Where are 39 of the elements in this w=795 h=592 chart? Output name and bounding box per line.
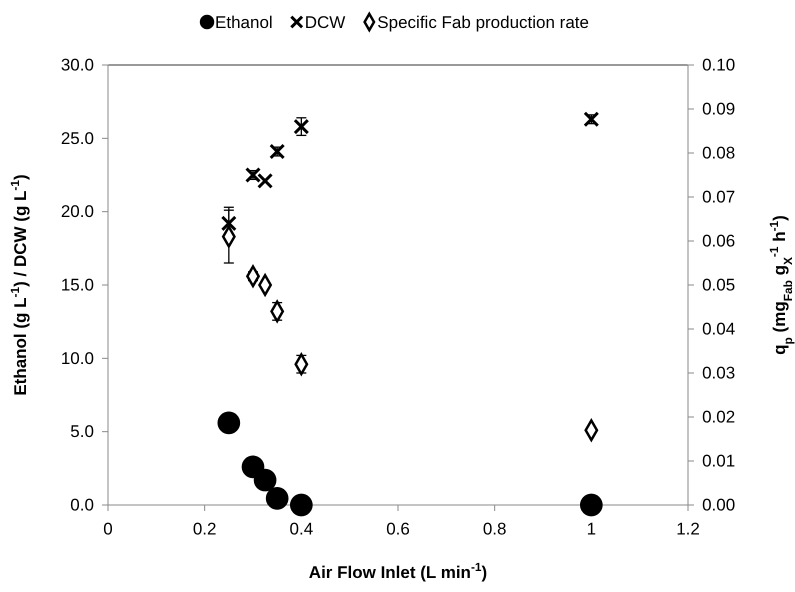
x-axis-title: Air Flow Inlet (L min$^{-1}$) — [308, 560, 488, 582]
y2-tick-label: 0.08 — [702, 143, 736, 162]
x-tick-label: 0.4 — [290, 519, 314, 538]
y2-tick-label: 0.03 — [702, 363, 736, 382]
x-tick-label: 0.6 — [386, 519, 410, 538]
y-tick-label: 30.0 — [60, 55, 94, 74]
y-tick-label: 15.0 — [60, 275, 94, 294]
y-tick-label: 5.0 — [70, 422, 94, 442]
y2-tick-label: 0.06 — [702, 231, 736, 250]
y2-tick-label: 0.07 — [702, 187, 736, 206]
point — [257, 172, 274, 189]
y2-tick-label: 0.01 — [702, 451, 736, 470]
point — [242, 456, 264, 478]
x-tick-label: 1 — [586, 519, 596, 538]
y-tick-label: 25.0 — [60, 128, 94, 148]
y2-tick-label: 0.05 — [702, 275, 736, 294]
point — [290, 494, 313, 516]
legend-label: DCW — [304, 13, 346, 32]
y-tick-label: 10.0 — [60, 348, 94, 368]
point — [254, 468, 276, 492]
point — [293, 118, 310, 135]
x-tick-label: 0 — [103, 519, 113, 538]
y2-tick-label: 0.09 — [702, 99, 736, 118]
point — [580, 494, 603, 516]
point — [583, 111, 600, 128]
point — [217, 412, 240, 434]
x-tick-label: 0.2 — [192, 519, 216, 538]
x-tick-label: 1.2 — [676, 519, 700, 538]
y2-tick-label: 0.00 — [702, 495, 736, 514]
y2-tick-label: 0.02 — [702, 407, 736, 426]
y-tick-label: 0.0 — [70, 495, 94, 514]
point — [220, 215, 237, 232]
legend-label: Specific Fab production rate — [377, 13, 589, 32]
x-tick-label: 0.8 — [482, 519, 506, 538]
y-tick-label: 20.0 — [60, 202, 94, 222]
legend-label: Ethanol — [215, 13, 273, 32]
point — [266, 487, 289, 510]
y2-tick-label: 0.10 — [702, 55, 736, 74]
y2-tick-label: 0.04 — [702, 319, 736, 338]
